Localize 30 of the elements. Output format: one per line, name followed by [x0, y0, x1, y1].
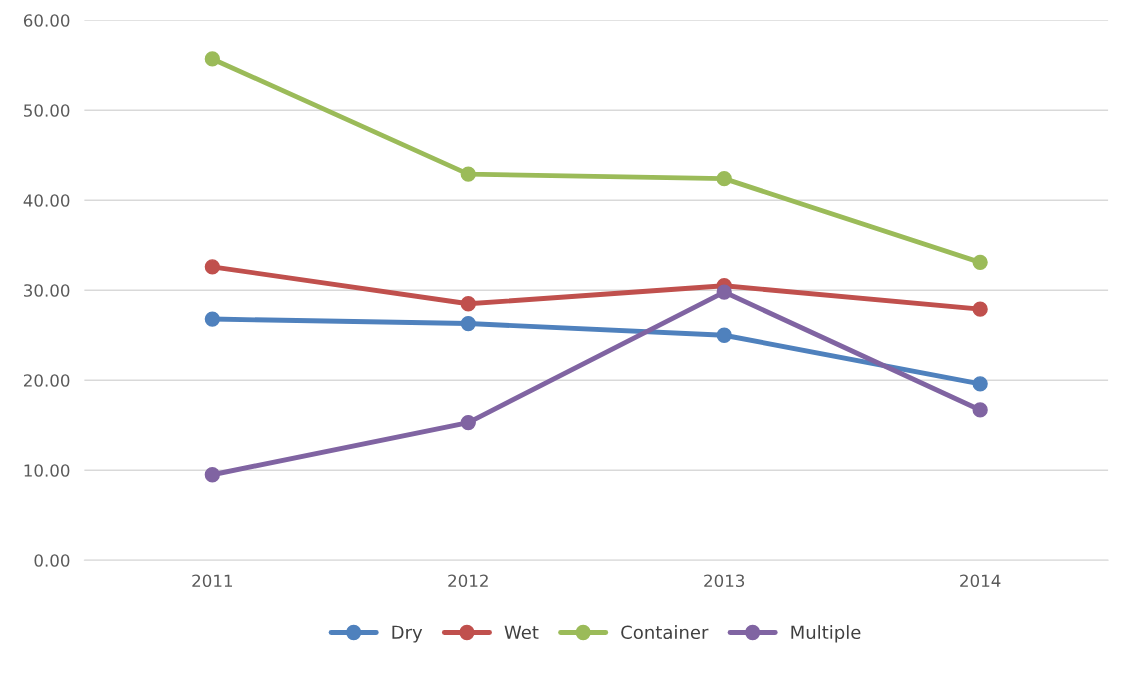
y-tick-label: 10.00 [24, 464, 70, 477]
point [460, 166, 476, 182]
point [972, 376, 988, 392]
point [204, 259, 220, 275]
x-tick-label: 2012 [448, 574, 488, 588]
point [460, 414, 476, 431]
point [972, 254, 988, 270]
x-tick-label: 2013 [704, 574, 745, 588]
point [972, 402, 988, 418]
point [460, 315, 476, 332]
x-tick-label: 2011 [192, 574, 233, 588]
point [716, 284, 732, 300]
y-tick-label: 40.00 [23, 194, 70, 207]
point [716, 327, 732, 343]
y-tick-label: 50.00 [24, 104, 70, 117]
point [204, 51, 220, 67]
legend-label: Multiple [791, 625, 861, 643]
point [460, 296, 476, 312]
y-tick-label: 20.00 [23, 374, 70, 387]
point [972, 301, 988, 317]
point [204, 467, 220, 483]
legend-label: Wet [504, 625, 539, 640]
y-tick-label: 0.00 [34, 554, 70, 567]
y-tick-label: 30.00 [24, 284, 70, 297]
y-tick-label: 60.00 [23, 14, 70, 27]
point [204, 311, 220, 327]
legend-label: Dry [392, 625, 423, 643]
point [716, 171, 732, 187]
x-tick-label: 2014 [960, 574, 1001, 588]
legend-label: Container [621, 625, 709, 640]
